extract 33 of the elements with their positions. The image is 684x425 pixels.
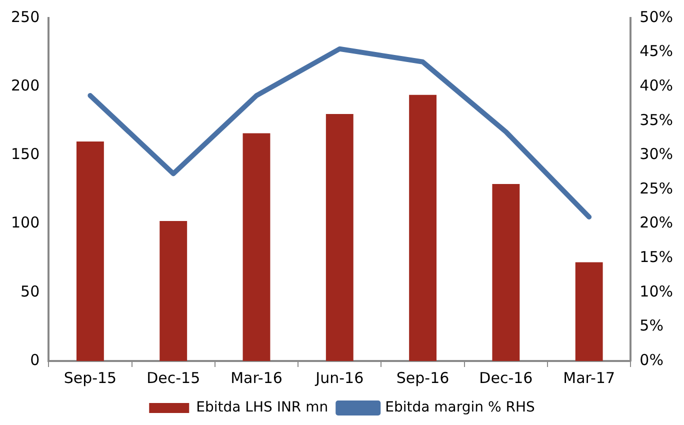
bar <box>575 262 603 361</box>
x-tick-label: Dec-15 <box>146 368 200 387</box>
y2-tick-label: 5% <box>640 316 664 335</box>
bar <box>242 133 270 361</box>
y2-tick-label: 15% <box>640 248 674 266</box>
bar <box>326 114 354 361</box>
x-tick-label: Sep-15 <box>64 368 117 387</box>
y2-tick-label: 10% <box>640 282 674 300</box>
legend-label: Ebitda margin % RHS <box>385 400 535 416</box>
y-tick-label: 100 <box>10 214 40 232</box>
x-tick-label: Dec-16 <box>479 368 533 387</box>
y2-tick-label: 35% <box>640 110 674 129</box>
y2-tick-label: 0% <box>640 350 664 369</box>
y2-tick-label: 30% <box>640 145 674 164</box>
y2-tick-label: 50% <box>640 8 674 26</box>
y2-tick-label: 45% <box>640 42 674 60</box>
x-tick-label: Sep-16 <box>396 368 450 387</box>
bar <box>76 141 104 361</box>
x-tick-label: Mar-16 <box>230 368 282 387</box>
y2-tick-label: 25% <box>640 179 674 198</box>
bar <box>492 184 520 361</box>
y-tick-label: 0 <box>30 350 40 369</box>
y-tick-label: 200 <box>10 76 40 94</box>
y-tick-label: 150 <box>10 145 40 164</box>
x-tick-label: Mar-17 <box>563 368 616 387</box>
x-tick-label: Jun-16 <box>314 368 364 387</box>
bar <box>160 221 188 361</box>
y-tick-label: 50 <box>20 282 40 300</box>
y-tick-label: 250 <box>10 8 40 26</box>
y2-tick-label: 20% <box>640 214 674 232</box>
bar <box>409 94 437 361</box>
legend-label: Ebitda LHS INR mn <box>196 400 328 416</box>
y2-tick-label: 40% <box>640 76 674 94</box>
